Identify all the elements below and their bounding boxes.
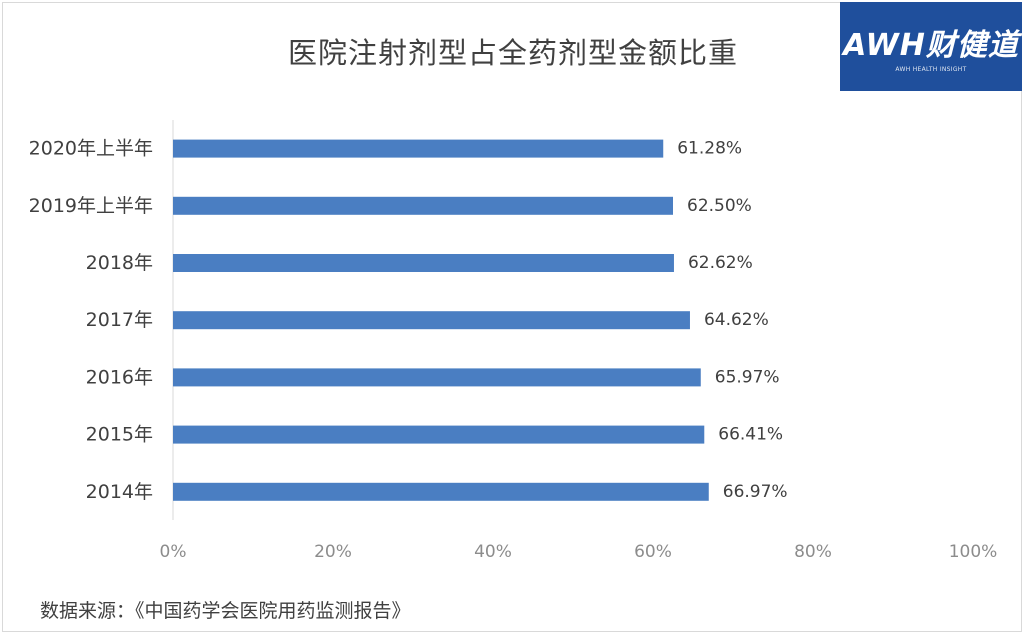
data-label: 62.50% [687, 196, 752, 216]
data-source-note: 数据来源：《中国药学会医院用药监测报告》 [40, 600, 411, 622]
bar [173, 368, 701, 387]
data-label: 64.62% [704, 310, 769, 330]
category-label: 2016年 [86, 366, 153, 388]
bar [173, 139, 664, 158]
bar [173, 425, 705, 444]
category-label: 2015年 [86, 424, 153, 446]
bar [173, 311, 690, 330]
category-label: 2017年 [86, 309, 153, 331]
category-label: 2018年 [86, 252, 153, 274]
data-label: 61.28% [677, 139, 742, 159]
chart-title: 医院注射剂型占全药剂型金额比重 [287, 36, 738, 70]
x-tick-label: 20% [314, 542, 352, 562]
logo-text: AWH财健道 [843, 28, 1019, 63]
data-label: 62.62% [688, 253, 753, 273]
x-tick-label: 40% [474, 542, 512, 562]
logo-subtext: AWH HEALTH INSIGHT [895, 66, 967, 73]
x-tick-label: 100% [949, 542, 998, 562]
x-tick-label: 0% [160, 542, 187, 562]
bar [173, 254, 674, 272]
category-label: 2019年上半年 [29, 195, 153, 217]
x-tick-label: 60% [634, 542, 672, 562]
data-label: 65.97% [715, 367, 780, 387]
bar [173, 196, 673, 215]
data-label: 66.97% [723, 482, 788, 502]
bar [173, 482, 709, 501]
x-tick-label: 80% [794, 542, 832, 562]
data-label: 66.41% [718, 425, 783, 445]
category-label: 2020年上半年 [29, 138, 153, 160]
brand-logo: AWH财健道 AWH HEALTH INSIGHT [840, 2, 1022, 91]
category-label: 2014年 [86, 481, 153, 503]
